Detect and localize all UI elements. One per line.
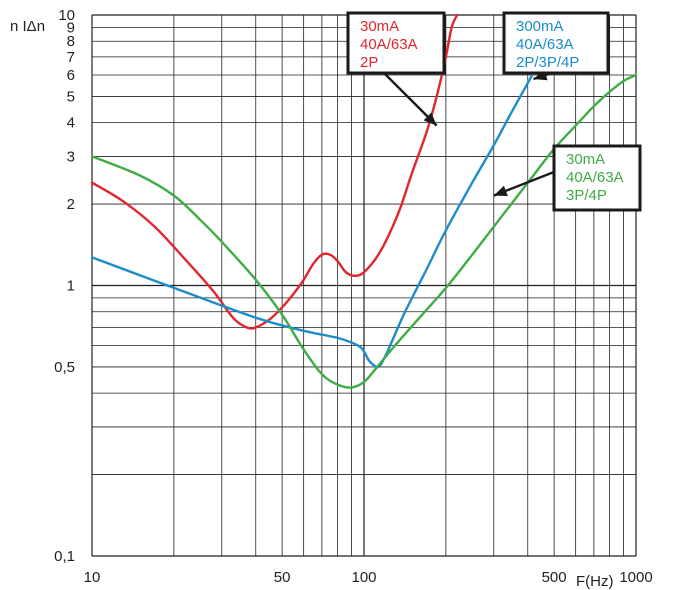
series-line-3 bbox=[90, 73, 638, 389]
annotation-line: 30mA bbox=[566, 151, 605, 168]
x-tick-label: 1000 bbox=[619, 569, 652, 586]
x-tick-label: 500 bbox=[542, 569, 567, 586]
x-axis-label: F(Hz) bbox=[576, 573, 614, 590]
annotation-frame bbox=[552, 144, 642, 212]
annotation-line: 300mA bbox=[516, 18, 564, 35]
series-line-1 bbox=[90, 13, 459, 330]
annotation-frame bbox=[346, 11, 446, 75]
y-tick-label: 9 bbox=[67, 19, 75, 36]
y-tick-label: 0,5 bbox=[54, 359, 75, 376]
y-tick-label: 10 bbox=[58, 7, 75, 24]
annotation-line: 40A/63A bbox=[516, 36, 574, 53]
y-tick-label: 6 bbox=[67, 67, 75, 84]
y-tick-label: 2 bbox=[67, 196, 75, 213]
chart-annotations: 30mA40A/63A2P300mA40A/63A2P/3P/4P30mA40A… bbox=[346, 11, 642, 212]
chart-series bbox=[90, 13, 638, 389]
annotation-frame bbox=[502, 11, 610, 75]
annotation-line: 40A/63A bbox=[360, 36, 418, 53]
annotation-line: 3P/4P bbox=[566, 187, 607, 204]
y-tick-label: 4 bbox=[67, 115, 75, 132]
annotation-line: 40A/63A bbox=[566, 169, 624, 186]
series-line-2 bbox=[90, 66, 538, 369]
y-tick-label: 5 bbox=[67, 88, 75, 105]
x-tick-label: 10 bbox=[84, 569, 101, 586]
annotation-arrowhead bbox=[423, 112, 437, 126]
annotation-line: 30mA bbox=[360, 18, 399, 35]
y-tick-label: 1 bbox=[67, 278, 75, 295]
y-axis-label: n IΔn bbox=[10, 18, 45, 35]
x-tick-label: 50 bbox=[274, 569, 291, 586]
y-tick-label: 7 bbox=[67, 49, 75, 66]
y-tick-label: 3 bbox=[67, 148, 75, 165]
annotation-arrowhead bbox=[493, 185, 508, 196]
chart-grid bbox=[91, 14, 637, 557]
y-tick-label: 8 bbox=[67, 33, 75, 50]
annotation-line: 2P/3P/4P bbox=[516, 54, 579, 71]
x-tick-label: 100 bbox=[351, 569, 376, 586]
y-tick-label: 0,1 bbox=[54, 548, 75, 565]
annotation-line: 2P bbox=[360, 54, 378, 71]
